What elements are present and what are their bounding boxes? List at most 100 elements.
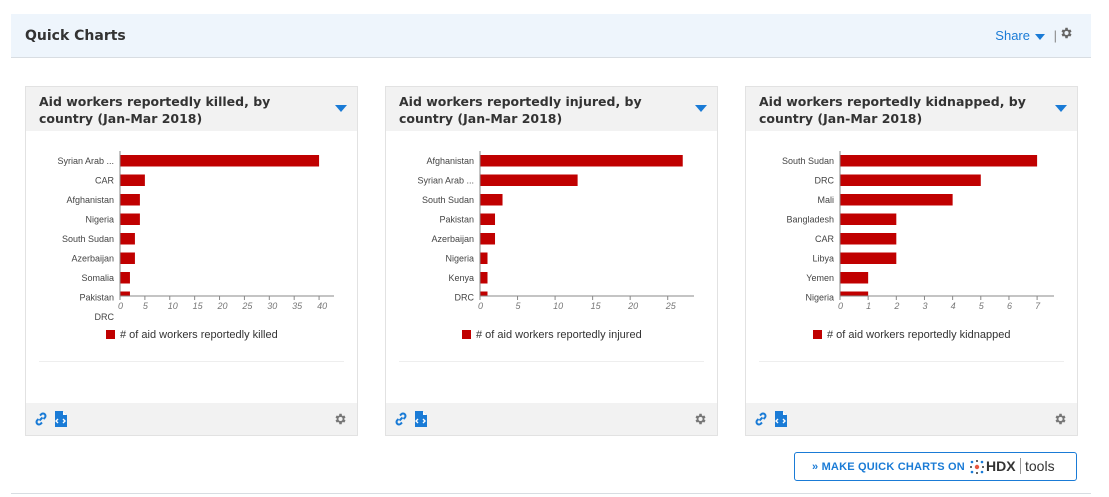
x-tick-label: 4 bbox=[951, 301, 956, 311]
bar[interactable] bbox=[480, 272, 488, 284]
bar[interactable] bbox=[480, 194, 503, 206]
bar[interactable] bbox=[120, 155, 320, 167]
chevron-down-icon[interactable] bbox=[335, 105, 347, 112]
category-label: CAR bbox=[815, 234, 835, 244]
category-label: Kenya bbox=[448, 273, 474, 283]
hdx-brand: HDX bbox=[986, 458, 1016, 474]
bar[interactable] bbox=[840, 233, 897, 245]
category-label: South Sudan bbox=[422, 195, 474, 205]
card-footer bbox=[746, 403, 1077, 435]
bar[interactable] bbox=[840, 174, 981, 187]
category-label: Somalia bbox=[81, 273, 114, 283]
x-tick-label: 15 bbox=[193, 301, 204, 311]
x-tick-label: 20 bbox=[217, 301, 228, 311]
x-tick-label: 5 bbox=[143, 301, 149, 311]
hdx-tools-label: tools bbox=[1025, 458, 1055, 474]
category-label: Afghanistan bbox=[426, 156, 474, 166]
x-tick-label: 25 bbox=[241, 301, 253, 311]
embed-doc-icon[interactable] bbox=[774, 411, 788, 432]
bar[interactable] bbox=[840, 291, 869, 297]
legend-label: # of aid workers reportedly killed bbox=[120, 329, 278, 341]
category-label: Nigeria bbox=[445, 253, 474, 263]
x-tick-label: 5 bbox=[516, 301, 522, 311]
share-button[interactable]: Share bbox=[995, 28, 1045, 43]
bar[interactable] bbox=[480, 233, 496, 245]
x-tick-label: 0 bbox=[838, 301, 843, 311]
legend-swatch bbox=[106, 330, 115, 339]
embed-doc-icon[interactable] bbox=[414, 411, 428, 432]
bar[interactable] bbox=[120, 194, 140, 206]
gear-icon[interactable] bbox=[693, 412, 707, 431]
x-tick-label: 0 bbox=[478, 301, 483, 311]
category-label: Bangladesh bbox=[786, 214, 834, 224]
bar[interactable] bbox=[480, 174, 578, 187]
bar[interactable] bbox=[480, 291, 488, 297]
embed-doc-icon[interactable] bbox=[54, 411, 68, 432]
bar[interactable] bbox=[120, 291, 130, 297]
category-label: Libya bbox=[812, 253, 834, 263]
bar[interactable] bbox=[480, 213, 496, 226]
caret-down-icon bbox=[1035, 33, 1045, 40]
card-header: Aid workers reportedly killed, by countr… bbox=[26, 87, 357, 131]
divider bbox=[759, 361, 1064, 362]
card-header: Aid workers reportedly kidnapped, by cou… bbox=[746, 87, 1077, 131]
gear-icon[interactable] bbox=[333, 412, 347, 431]
x-tick-label: 10 bbox=[553, 301, 563, 311]
gear-icon[interactable] bbox=[1053, 412, 1067, 431]
make-quick-charts-button[interactable]: » MAKE QUICK CHARTS ON HDX tools bbox=[794, 452, 1077, 481]
category-label: DRC bbox=[815, 175, 835, 185]
bar[interactable] bbox=[120, 272, 130, 284]
category-label: DRC bbox=[455, 292, 475, 302]
card-footer bbox=[386, 403, 717, 435]
divider bbox=[399, 361, 704, 362]
x-tick-label: 6 bbox=[1007, 301, 1012, 311]
bar[interactable] bbox=[840, 155, 1038, 167]
chart-card-killed: Aid workers reportedly killed, by countr… bbox=[25, 86, 358, 436]
bar[interactable] bbox=[480, 252, 488, 265]
link-icon[interactable] bbox=[393, 411, 409, 432]
x-tick-label: 40 bbox=[317, 301, 327, 311]
legend-swatch bbox=[813, 330, 822, 339]
bar[interactable] bbox=[840, 213, 897, 226]
card-title: Aid workers reportedly kidnapped, by cou… bbox=[759, 94, 1026, 126]
category-label: Yemen bbox=[806, 273, 834, 283]
x-tick-label: 35 bbox=[292, 301, 303, 311]
make-quick-charts-label: » MAKE QUICK CHARTS ON bbox=[812, 461, 965, 473]
chevron-down-icon[interactable] bbox=[1055, 105, 1067, 112]
category-label: Afghanistan bbox=[66, 195, 114, 205]
category-label: Azerbaijan bbox=[431, 234, 474, 244]
bottom-divider bbox=[11, 493, 1091, 494]
bar[interactable] bbox=[120, 233, 135, 245]
hdx-logo-icon bbox=[970, 460, 984, 479]
bar[interactable] bbox=[840, 194, 953, 206]
bar-chart-killed: Syrian Arab ... CAR Afghanistan Nigeria Sout… bbox=[57, 151, 334, 341]
link-icon[interactable] bbox=[33, 411, 49, 432]
category-label: South Sudan bbox=[782, 156, 834, 166]
category-label: Nigeria bbox=[805, 292, 834, 302]
card-title: Aid workers reportedly killed, by countr… bbox=[39, 94, 271, 126]
bar[interactable] bbox=[840, 272, 869, 284]
category-label: Azerbaijan bbox=[71, 253, 114, 263]
chevron-down-icon[interactable] bbox=[695, 105, 707, 112]
gear-icon[interactable] bbox=[1059, 26, 1073, 45]
brand-divider bbox=[1020, 458, 1021, 474]
x-tick-label: 10 bbox=[168, 301, 178, 311]
page-title: Quick Charts bbox=[25, 28, 126, 44]
x-tick-label: 3 bbox=[922, 301, 927, 311]
bar[interactable] bbox=[120, 252, 135, 265]
x-tick-label: 5 bbox=[979, 301, 985, 311]
legend-swatch bbox=[462, 330, 471, 339]
bar[interactable] bbox=[120, 213, 140, 226]
category-label: Syrian Arab ... bbox=[57, 156, 114, 166]
legend-label: # of aid workers reportedly injured bbox=[476, 329, 642, 341]
chart-card-injured: Aid workers reportedly injured, by count… bbox=[385, 86, 718, 436]
bar[interactable] bbox=[480, 155, 683, 167]
separator: | bbox=[1053, 28, 1057, 43]
bar[interactable] bbox=[120, 174, 145, 187]
link-icon[interactable] bbox=[753, 411, 769, 432]
bar[interactable] bbox=[840, 252, 897, 265]
x-tick-label: 0 bbox=[118, 301, 123, 311]
x-tick-label: 1 bbox=[866, 301, 871, 311]
category-label: Pakistan bbox=[79, 292, 114, 302]
x-tick-label: 20 bbox=[627, 301, 638, 311]
